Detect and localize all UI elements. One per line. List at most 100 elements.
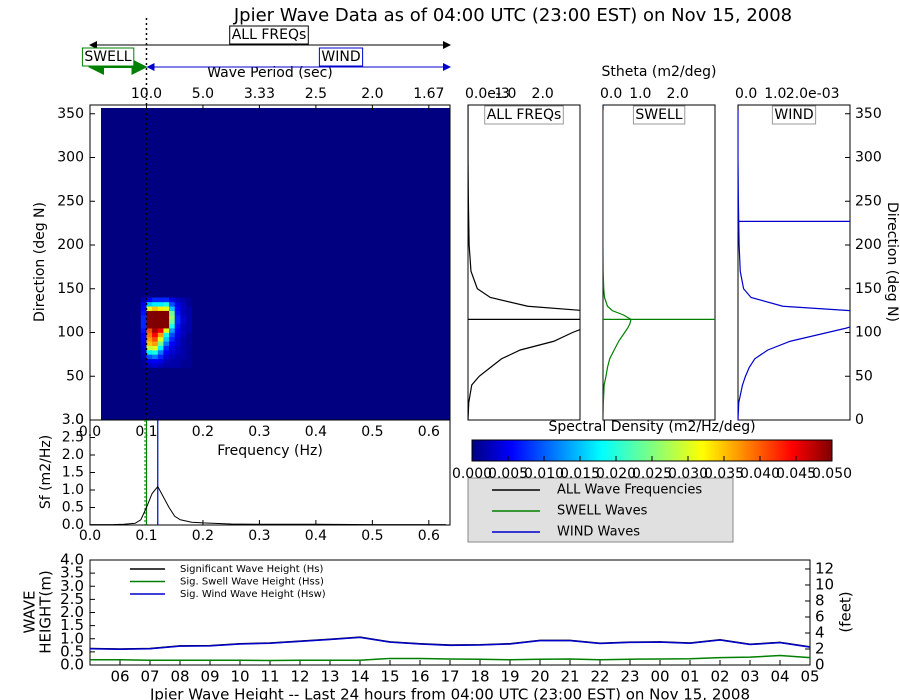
- x-axis-label: Stheta (m2/deg): [602, 64, 717, 80]
- x-tick-label: 13: [320, 668, 339, 686]
- colorbar-tick-label: 0.015: [560, 466, 600, 482]
- y-tick-label: 0.0: [60, 656, 84, 674]
- y-tick-label: 250: [855, 193, 882, 209]
- heatmap-cell: [152, 297, 159, 303]
- x-tick-label: 0.6: [418, 528, 440, 544]
- heatmap-cell: [174, 319, 181, 325]
- heatmap-cell: [180, 328, 187, 333]
- heatmap-cell: [146, 328, 153, 333]
- y-axis-label: Sf (m2/Hz): [38, 435, 54, 509]
- heatmap-cell: [180, 323, 187, 329]
- y-tick-label: 2.0: [62, 447, 84, 463]
- y-tick-label: 3.0: [62, 412, 84, 428]
- heatmap-cell: [174, 301, 181, 307]
- heatmap-cell: [186, 354, 192, 360]
- heatmap-cell: [174, 358, 181, 364]
- colorbar-tick-label: 0.020: [596, 466, 636, 482]
- x-tick-label: 07: [140, 668, 159, 686]
- y-tick-label: 300: [57, 150, 84, 166]
- plot-frame: [602, 104, 716, 421]
- heatmap-cell: [169, 301, 176, 307]
- plot-frame: [89, 559, 811, 666]
- colorbar-tick-label: 0.010: [524, 466, 564, 482]
- y-tick-label: 0: [855, 412, 864, 428]
- heatmap-cell: [146, 319, 153, 325]
- heatmap-cell: [180, 315, 187, 320]
- heatmap-cell: [146, 341, 153, 346]
- heatmap-cell: [174, 315, 181, 320]
- heatmap-cell: [157, 363, 164, 368]
- x-tick-label: 16: [410, 668, 429, 686]
- heatmap-cell: [163, 332, 170, 338]
- x-tick-label: 23: [620, 668, 639, 686]
- heatmap-cell: [140, 315, 147, 320]
- label-box: [632, 105, 686, 125]
- y2-axis-label: (feet): [837, 591, 855, 632]
- heatmap-cell: [180, 310, 187, 316]
- legend-label: SWELL Waves: [557, 504, 648, 519]
- y-tick-label: 2.0: [60, 603, 84, 621]
- heatmap-cell: [169, 358, 176, 364]
- y-tick-label: 150: [855, 281, 882, 297]
- heatmap-cell: [152, 354, 159, 360]
- panel-title: WIND: [774, 107, 813, 123]
- heatmap-cell: [169, 350, 176, 355]
- y-axis-label: Direction (deg N): [884, 202, 900, 322]
- heatmap-cell: [146, 310, 153, 316]
- heatmap-cell: [186, 310, 192, 316]
- series-line: [90, 654, 811, 662]
- heatmap-cell: [186, 341, 192, 346]
- x-tick-label: 1.67: [413, 86, 444, 102]
- heatmap-cell: [163, 341, 170, 346]
- x-tick-label: 5.0: [192, 86, 214, 102]
- colorbar-tick-label: 0.040: [740, 466, 780, 482]
- legend-label: Sig. Swell Wave Height (Hss): [180, 577, 324, 588]
- y2-tick-label: 2: [815, 639, 825, 657]
- direction-curve: [468, 105, 580, 420]
- heatmap-cell: [180, 319, 187, 325]
- y-tick-label: 50: [66, 368, 84, 384]
- y-tick-label: 350: [57, 106, 84, 122]
- legend-label: ALL Wave Frequencies: [557, 483, 702, 498]
- y2-tick-label: 4: [815, 623, 825, 641]
- label-box: [229, 25, 309, 45]
- heatmap-background: [101, 108, 450, 420]
- x-tick-label: 0.5: [361, 424, 383, 440]
- heatmap-cell: [180, 345, 187, 351]
- heatmap-cell: [174, 328, 181, 333]
- x-tick-label: 22: [590, 668, 609, 686]
- heatmap-cell: [169, 315, 176, 320]
- heatmap-cell: [169, 363, 176, 368]
- y-tick-label: 2.5: [62, 430, 84, 446]
- x-tick-label: 09: [200, 668, 219, 686]
- y2-tick-label: 0: [815, 656, 825, 674]
- x-tick-label: 06: [110, 668, 129, 686]
- heatmap-cell: [140, 350, 147, 355]
- heatmap-cell: [180, 332, 187, 338]
- heatmap-cell: [180, 363, 187, 368]
- heatmap-cell: [174, 341, 181, 346]
- heatmap-cell: [174, 336, 181, 342]
- x-tick-label: 0.0: [79, 424, 101, 440]
- heatmap-cell: [146, 306, 153, 311]
- heatmap-cell: [174, 297, 181, 303]
- heatmap-cell: [157, 310, 164, 316]
- y-tick-label: 0.5: [62, 500, 84, 516]
- x-tick-label: 3.33: [244, 86, 275, 102]
- x-tick-label: 00: [650, 668, 669, 686]
- wind-band-label: WIND: [321, 49, 360, 65]
- heatmap-cell: [169, 336, 176, 342]
- heatmap-cell: [140, 306, 147, 311]
- heatmap-cell: [169, 306, 176, 311]
- x-tick-label: 0.2: [192, 528, 214, 544]
- heatmap-cell: [169, 319, 176, 325]
- heatmap-cell: [163, 315, 170, 320]
- heatmap-cell: [157, 341, 164, 346]
- x-tick-label: 0.0: [79, 528, 101, 544]
- heatmap-cell: [174, 350, 181, 355]
- x-tick-label: 0.0e-3: [465, 86, 510, 102]
- heatmap-cell: [152, 350, 159, 355]
- colorbar-label: Spectral Density (m2/Hz/deg): [548, 419, 755, 435]
- heatmap-cell: [180, 350, 187, 355]
- x-tick-label: 1.0: [494, 86, 516, 102]
